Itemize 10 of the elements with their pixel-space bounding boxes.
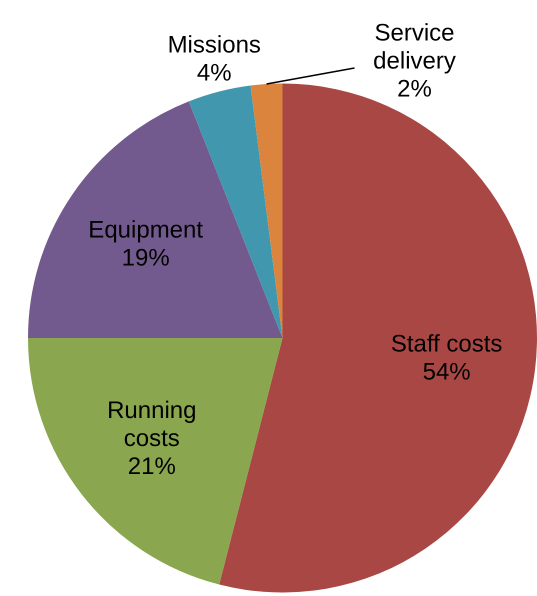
slice-label: Running costs [107,397,196,452]
data-label: 4% [196,60,232,87]
data-label: 19% [122,244,170,272]
slice-label: Service delivery [373,20,456,75]
slice-label: Equipment [88,216,204,244]
data-label: 2% [397,76,432,103]
data-label: 21% [128,453,176,480]
data-label: 54% [422,358,471,386]
slice-label: Staff costs [390,330,502,358]
slice-label: Missions [168,32,261,59]
